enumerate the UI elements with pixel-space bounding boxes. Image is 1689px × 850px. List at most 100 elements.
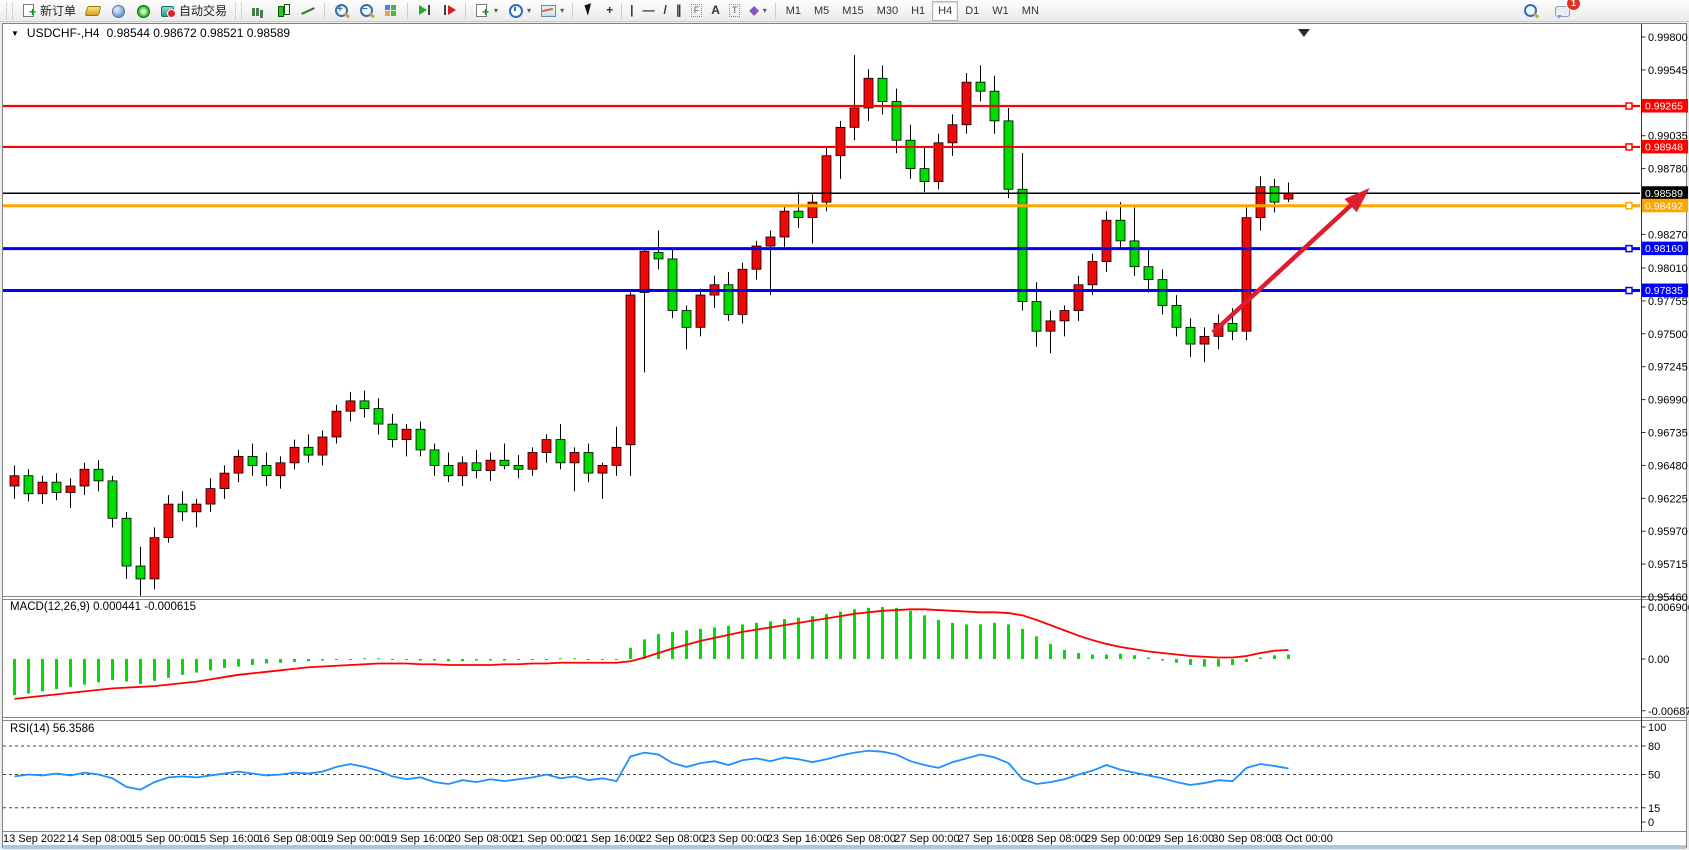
toolbar-separator	[621, 2, 623, 19]
svg-text:15: 15	[1648, 803, 1660, 815]
svg-text:80: 80	[1648, 741, 1660, 753]
svg-text:20 Sep 08:00: 20 Sep 08:00	[449, 833, 514, 845]
indicators-icon	[474, 3, 490, 18]
bar-chart-button[interactable]	[246, 0, 270, 21]
symbol-dropdown-icon[interactable]: ▼	[11, 28, 19, 38]
line-chart-button[interactable]	[296, 0, 320, 21]
chart-shift-icon	[441, 3, 457, 18]
zoom-in-button[interactable]: +	[329, 0, 353, 21]
ohlc-values: 0.98544 0.98672 0.98521 0.98589	[106, 26, 291, 40]
svg-text:22 Sep 08:00: 22 Sep 08:00	[640, 833, 705, 845]
svg-text:21 Sep 00:00: 21 Sep 00:00	[512, 833, 577, 845]
svg-text:-0.006874: -0.006874	[1648, 706, 1689, 718]
tab-timeframe-h4[interactable]: H4	[932, 0, 959, 21]
tile-windows-button[interactable]	[379, 0, 403, 21]
svg-text:0: 0	[1648, 817, 1654, 829]
market-watch-button[interactable]	[81, 0, 105, 21]
periods-button[interactable]: ▾	[503, 0, 535, 21]
data-window-button[interactable]	[106, 0, 130, 21]
templates-button[interactable]: ▾	[536, 0, 568, 21]
chart-shift-button[interactable]	[437, 0, 461, 21]
svg-text:0.99800: 0.99800	[1648, 32, 1688, 44]
arrows-icon: ◆	[749, 3, 759, 17]
autotrade-button[interactable]: 自动交易	[156, 0, 231, 21]
svg-text:28 Sep 08:00: 28 Sep 08:00	[1021, 833, 1086, 845]
tile-windows-icon	[383, 3, 399, 18]
tab-timeframe-m1[interactable]: M1	[785, 4, 801, 17]
tab-timeframe-mn[interactable]: MN	[1021, 4, 1039, 17]
fibonacci-button[interactable]: F	[687, 0, 707, 21]
autotrade-icon	[160, 3, 177, 18]
horizontal-scrollbar[interactable]	[3, 845, 1686, 849]
auto-scroll-icon	[416, 3, 432, 18]
equidistant-channel-button[interactable]: ∥	[672, 0, 686, 21]
tab-timeframe-m30[interactable]: M30	[876, 4, 899, 17]
tab-timeframe-d1[interactable]: D1	[965, 4, 980, 17]
svg-text:0.97500: 0.97500	[1648, 329, 1688, 341]
toolbar-grip[interactable]	[235, 2, 243, 19]
horizontal-line-icon: —	[642, 3, 655, 17]
candlestick-chart-button[interactable]	[271, 0, 295, 21]
zoom-in-icon: +	[333, 3, 349, 18]
svg-text:0.97835: 0.97835	[1645, 285, 1683, 297]
chat-icon	[1554, 3, 1572, 19]
svg-text:0.96225: 0.96225	[1648, 493, 1688, 505]
chat-button[interactable]: 1	[1550, 0, 1581, 21]
text-label-icon: T	[728, 4, 741, 17]
symbol-timeframe-label: USDCHF-,H4	[26, 26, 100, 40]
svg-text:15 Sep 00:00: 15 Sep 00:00	[130, 833, 195, 845]
svg-text:14 Sep 08:00: 14 Sep 08:00	[67, 833, 132, 845]
svg-text:0.95715: 0.95715	[1648, 559, 1688, 571]
chart-title-bar[interactable]: ▼ USDCHF-,H4 0.98544 0.98672 0.98521 0.9…	[11, 26, 290, 40]
svg-text:0.006906: 0.006906	[1648, 602, 1689, 614]
svg-text:0.96990: 0.96990	[1648, 395, 1688, 407]
new-order-button[interactable]: 新订单	[17, 0, 80, 21]
bar-chart-icon	[250, 3, 266, 18]
svg-text:0.00: 0.00	[1648, 654, 1669, 666]
signals-button[interactable]	[131, 0, 155, 21]
auto-scroll-button[interactable]	[412, 0, 436, 21]
trendline-button[interactable]: /	[659, 0, 670, 21]
tab-timeframe-m15[interactable]: M15	[842, 4, 864, 17]
horizontal-line-button[interactable]: —	[638, 0, 658, 21]
signals-icon	[135, 3, 151, 18]
market-watch-icon	[85, 3, 101, 18]
arrows-button[interactable]: ◆ ▾	[749, 3, 767, 17]
tab-timeframe-w1[interactable]: W1	[992, 4, 1009, 17]
indicators-button[interactable]: ▾	[470, 0, 502, 21]
data-window-icon	[110, 3, 126, 18]
search-button[interactable]	[1518, 0, 1542, 21]
crosshair-button[interactable]: +	[602, 0, 617, 21]
new-order-icon	[21, 3, 37, 18]
toolbar-separator	[324, 2, 326, 19]
toolbar: 新订单 自动交易 + − ▾ ▾ ▾ + | — / ∥ F A T ◆▾ M1…	[0, 0, 1689, 22]
svg-text:0.99545: 0.99545	[1648, 65, 1688, 77]
cursor-button[interactable]	[577, 0, 601, 21]
text-label-button[interactable]: T	[725, 0, 745, 21]
svg-text:0.98270: 0.98270	[1648, 229, 1688, 241]
svg-text:13 Sep 2022: 13 Sep 2022	[3, 833, 65, 845]
toolbar-separator	[407, 2, 409, 19]
fibonacci-icon: F	[690, 4, 703, 17]
svg-text:0.98160: 0.98160	[1645, 243, 1683, 255]
toolbar-grip[interactable]	[6, 2, 13, 19]
toolbar-separator	[572, 2, 574, 19]
zoom-out-icon: −	[358, 3, 374, 18]
toolbar-separator	[465, 2, 467, 19]
vertical-line-icon: |	[630, 3, 634, 17]
svg-text:0.97245: 0.97245	[1648, 362, 1688, 374]
svg-text:50: 50	[1648, 770, 1660, 782]
svg-text:30 Sep 08:00: 30 Sep 08:00	[1212, 833, 1277, 845]
vertical-line-button[interactable]: |	[626, 0, 637, 21]
tab-timeframe-m5[interactable]: M5	[814, 4, 830, 17]
text-button[interactable]: A	[707, 0, 724, 21]
svg-text:21 Sep 16:00: 21 Sep 16:00	[576, 833, 641, 845]
zoom-out-button[interactable]: −	[354, 0, 378, 21]
macd-indicator-label: MACD(12,26,9) 0.000441 -0.000615	[10, 601, 197, 613]
tab-timeframe-h1[interactable]: H1	[911, 4, 926, 17]
svg-text:16 Sep 08:00: 16 Sep 08:00	[258, 833, 323, 845]
svg-text:100: 100	[1648, 722, 1666, 734]
search-icon	[1522, 3, 1538, 18]
